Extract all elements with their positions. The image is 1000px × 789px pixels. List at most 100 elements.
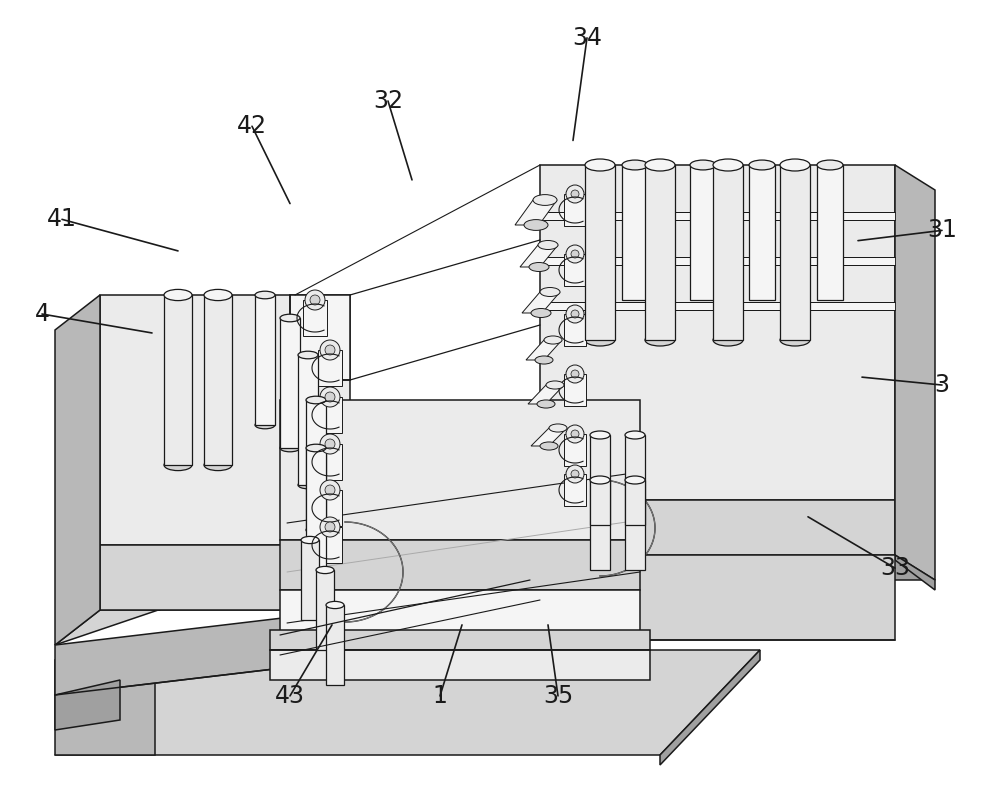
- Ellipse shape: [622, 160, 648, 170]
- Circle shape: [571, 250, 579, 258]
- Polygon shape: [540, 555, 935, 580]
- Ellipse shape: [316, 567, 334, 574]
- Ellipse shape: [544, 336, 562, 344]
- Ellipse shape: [204, 290, 232, 301]
- Ellipse shape: [585, 334, 615, 346]
- Ellipse shape: [301, 537, 319, 544]
- Polygon shape: [280, 318, 300, 448]
- Polygon shape: [100, 295, 350, 545]
- Polygon shape: [526, 340, 562, 360]
- Circle shape: [571, 190, 579, 198]
- Circle shape: [571, 310, 579, 318]
- Ellipse shape: [540, 287, 560, 297]
- Circle shape: [566, 305, 584, 323]
- Text: 41: 41: [47, 208, 77, 231]
- Polygon shape: [540, 257, 895, 265]
- Polygon shape: [625, 435, 645, 525]
- Circle shape: [320, 480, 340, 500]
- Polygon shape: [895, 165, 935, 580]
- Polygon shape: [749, 165, 775, 300]
- Circle shape: [325, 345, 335, 355]
- Polygon shape: [540, 500, 895, 555]
- Ellipse shape: [546, 381, 564, 389]
- Polygon shape: [564, 254, 586, 286]
- Text: 34: 34: [572, 26, 602, 50]
- Circle shape: [325, 485, 335, 495]
- Ellipse shape: [625, 431, 645, 439]
- Polygon shape: [306, 448, 326, 578]
- Circle shape: [320, 340, 340, 360]
- Circle shape: [325, 392, 335, 402]
- Polygon shape: [585, 165, 615, 340]
- Ellipse shape: [625, 476, 645, 484]
- Polygon shape: [713, 165, 743, 340]
- Polygon shape: [301, 540, 319, 620]
- Ellipse shape: [549, 424, 567, 432]
- Ellipse shape: [645, 159, 675, 171]
- Ellipse shape: [713, 334, 743, 346]
- Ellipse shape: [204, 459, 232, 470]
- Polygon shape: [540, 165, 895, 500]
- Text: 1: 1: [433, 684, 447, 708]
- Polygon shape: [280, 590, 640, 640]
- Polygon shape: [645, 165, 675, 340]
- Polygon shape: [564, 474, 586, 506]
- Circle shape: [571, 470, 579, 478]
- Polygon shape: [100, 545, 350, 610]
- Circle shape: [571, 430, 579, 438]
- Polygon shape: [270, 650, 650, 680]
- Ellipse shape: [524, 219, 548, 230]
- Text: 31: 31: [927, 219, 957, 242]
- Polygon shape: [540, 212, 895, 220]
- Ellipse shape: [590, 476, 610, 484]
- Circle shape: [305, 290, 325, 310]
- Text: 42: 42: [237, 114, 267, 138]
- Text: 33: 33: [880, 556, 910, 580]
- Polygon shape: [55, 610, 350, 695]
- Ellipse shape: [780, 159, 810, 171]
- Polygon shape: [528, 385, 564, 404]
- Ellipse shape: [537, 400, 555, 408]
- Polygon shape: [316, 570, 334, 650]
- Ellipse shape: [533, 195, 557, 205]
- Ellipse shape: [538, 241, 558, 249]
- Circle shape: [320, 517, 340, 537]
- Text: 32: 32: [373, 89, 403, 113]
- Circle shape: [566, 365, 584, 383]
- Polygon shape: [318, 397, 342, 433]
- Text: 35: 35: [543, 684, 573, 708]
- Text: 43: 43: [275, 684, 305, 708]
- Ellipse shape: [540, 442, 558, 450]
- Circle shape: [566, 245, 584, 263]
- Polygon shape: [622, 165, 648, 300]
- Ellipse shape: [817, 160, 843, 170]
- Polygon shape: [625, 480, 645, 570]
- Polygon shape: [306, 400, 326, 530]
- Polygon shape: [780, 165, 810, 340]
- Ellipse shape: [306, 444, 326, 452]
- Polygon shape: [895, 555, 935, 590]
- Circle shape: [325, 439, 335, 449]
- Ellipse shape: [590, 431, 610, 439]
- Polygon shape: [817, 165, 843, 300]
- Text: 3: 3: [934, 373, 950, 397]
- Ellipse shape: [749, 160, 775, 170]
- Ellipse shape: [690, 160, 716, 170]
- Ellipse shape: [585, 159, 615, 171]
- Ellipse shape: [255, 421, 275, 428]
- Ellipse shape: [306, 526, 326, 534]
- Ellipse shape: [255, 291, 275, 299]
- Polygon shape: [318, 444, 342, 480]
- Polygon shape: [280, 540, 640, 590]
- Polygon shape: [520, 245, 558, 267]
- Polygon shape: [270, 630, 650, 650]
- Polygon shape: [298, 355, 318, 485]
- Polygon shape: [540, 302, 895, 310]
- Polygon shape: [564, 434, 586, 466]
- Polygon shape: [540, 555, 895, 640]
- Ellipse shape: [164, 290, 192, 301]
- Circle shape: [571, 370, 579, 378]
- Ellipse shape: [306, 396, 326, 404]
- Circle shape: [566, 465, 584, 483]
- Polygon shape: [318, 527, 342, 563]
